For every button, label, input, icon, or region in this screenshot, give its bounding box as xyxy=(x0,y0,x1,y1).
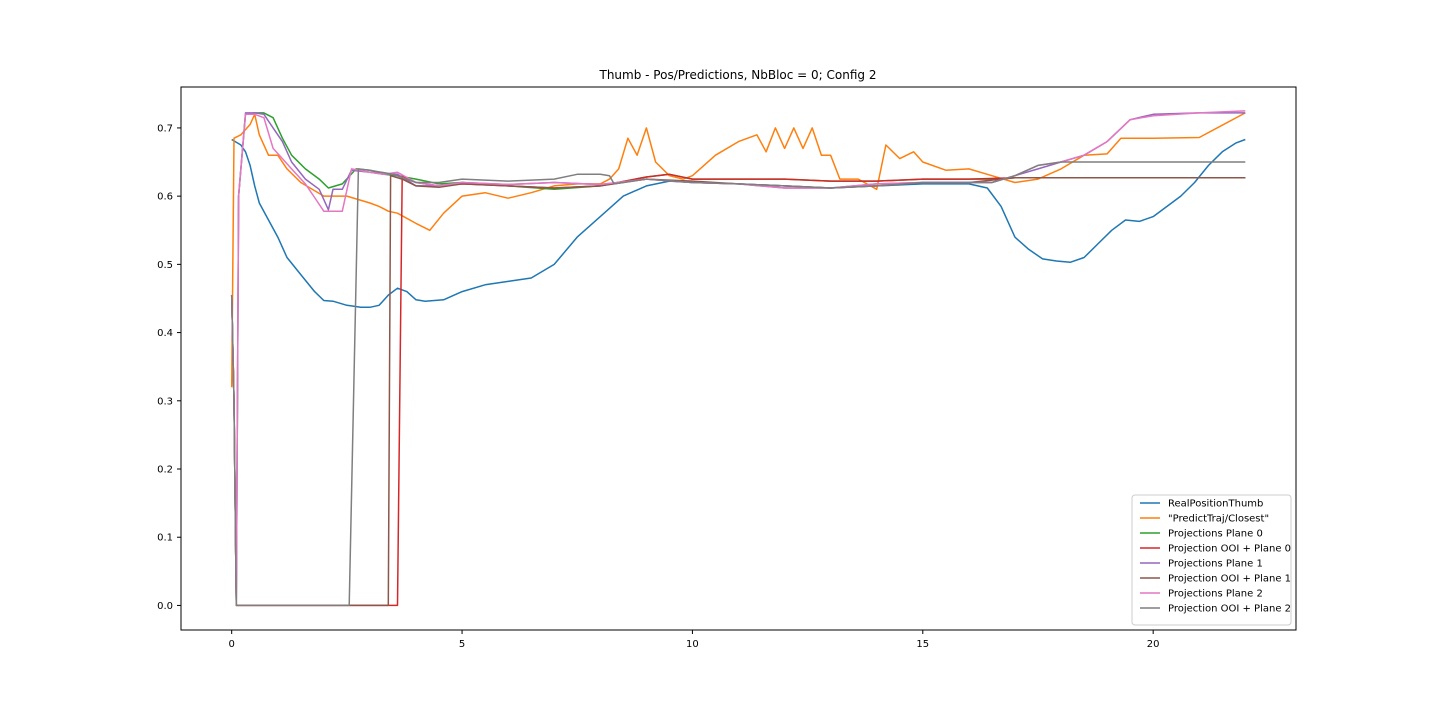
legend-box xyxy=(1131,494,1292,626)
y-tick-label-3: 0.3 xyxy=(157,396,173,407)
y-tick-label-5: 0.5 xyxy=(157,260,173,271)
legend-label-6: Projections Plane 2 xyxy=(1168,589,1263,600)
x-tick-label-1: 5 xyxy=(459,639,465,650)
x-tick-label-3: 15 xyxy=(916,639,929,650)
series-line-2 xyxy=(230,112,1246,607)
series-line-1 xyxy=(230,112,1246,388)
series-line-3 xyxy=(230,173,1246,607)
series-line-4 xyxy=(230,112,1246,607)
y-tick-label-1: 0.1 xyxy=(157,533,173,544)
x-tick-label-0: 0 xyxy=(228,639,234,650)
series-line-7 xyxy=(230,161,1246,607)
y-tick-label-2: 0.2 xyxy=(157,465,173,476)
legend-label-7: Projection OOI + Plane 2 xyxy=(1168,604,1291,615)
series-line-0 xyxy=(231,138,1246,309)
series-layer xyxy=(230,110,1246,607)
axis-layer: 0 5 10 15 20 0.0 0.1 0.2 0.3 0.4 0.5 0.6 0.7 xyxy=(157,123,1159,650)
legend-label-4: Projections Plane 1 xyxy=(1168,559,1263,570)
legend-label-1: "PredictTraj/Closest" xyxy=(1168,514,1269,525)
x-tick-label-2: 10 xyxy=(686,639,699,650)
chart-title: Thumb - Pos/Predictions, NbBloc = 0; Con… xyxy=(599,68,877,82)
legend: RealPositionThumb "PredictTraj/Closest" Pr… xyxy=(1131,494,1292,626)
series-line-5 xyxy=(230,174,1246,607)
legend-label-2: Projections Plane 0 xyxy=(1168,529,1263,540)
y-tick-label-0: 0.0 xyxy=(157,601,173,612)
legend-label-0: RealPositionThumb xyxy=(1168,499,1263,510)
y-tick-label-4: 0.4 xyxy=(157,328,173,339)
y-tick-label-6: 0.6 xyxy=(157,192,173,203)
legend-label-5: Projection OOI + Plane 1 xyxy=(1168,574,1291,585)
plot-frame xyxy=(180,86,1297,631)
series-line-6 xyxy=(230,110,1246,607)
x-tick-label-4: 20 xyxy=(1147,639,1160,650)
legend-label-3: Projection OOI + Plane 0 xyxy=(1168,544,1291,555)
y-tick-label-7: 0.7 xyxy=(157,123,173,134)
